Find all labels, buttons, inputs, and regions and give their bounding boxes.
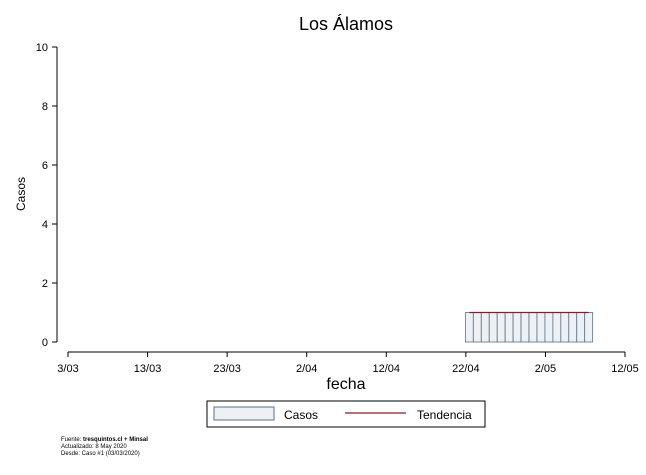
bar [584, 312, 594, 343]
legend: Casos Tendencia [206, 400, 486, 428]
y-tick-label: 6 [42, 160, 48, 172]
y-axis: 0 2 4 6 8 10 [36, 42, 58, 349]
bar [576, 312, 586, 343]
bar [520, 312, 530, 343]
updated-line: Actualizado: 8 May 2020 [61, 444, 127, 450]
bar-series [464, 312, 594, 343]
x-axis-title: fecha [326, 376, 365, 393]
x-tick-label: 12/05 [611, 363, 639, 375]
y-tick-label: 2 [42, 278, 48, 290]
bar [544, 312, 554, 343]
y-tick-label: 8 [42, 101, 48, 113]
x-tick-label: 12/04 [373, 363, 401, 375]
x-tick-label: 2/04 [296, 363, 317, 375]
bar [528, 312, 538, 343]
y-axis-title: Casos [14, 177, 28, 211]
y-tick-label: 4 [42, 219, 48, 231]
source-line: Fuente: tresquintos.cl + Minsal [61, 437, 148, 443]
y-tick-label: 10 [36, 42, 48, 54]
x-tick-label: 3/03 [57, 363, 78, 375]
legend-casos-label: Casos [284, 408, 318, 422]
chart-title: Los Álamos [299, 14, 393, 34]
bar [488, 312, 498, 343]
x-axis: 3/03 13/03 23/03 2/04 12/04 22/04 2/05 12/05 [57, 351, 639, 375]
bar [504, 312, 514, 343]
bar [464, 312, 474, 343]
x-tick-label: 2/05 [535, 363, 556, 375]
bar [472, 312, 482, 343]
source-prefix: Fuente: [61, 437, 83, 443]
bar [552, 312, 562, 343]
bar [480, 312, 490, 343]
since-line: Desde: Caso #1 (03/03/2020) [61, 451, 140, 457]
source-note: Fuente: tresquintos.cl + Minsal Actualiz… [61, 437, 148, 457]
x-tick-label: 23/03 [213, 363, 241, 375]
source-name: tresquintos.cl + Minsal [83, 437, 148, 443]
x-tick-label: 13/03 [134, 363, 162, 375]
bar [496, 312, 506, 343]
bar [560, 312, 570, 343]
y-tick-label: 0 [42, 337, 48, 349]
legend-tendencia-label: Tendencia [417, 408, 472, 422]
bar [512, 312, 522, 343]
bar [568, 312, 578, 343]
bar [536, 312, 546, 343]
legend-casos-swatch [213, 406, 275, 421]
x-tick-label: 22/04 [452, 363, 480, 375]
